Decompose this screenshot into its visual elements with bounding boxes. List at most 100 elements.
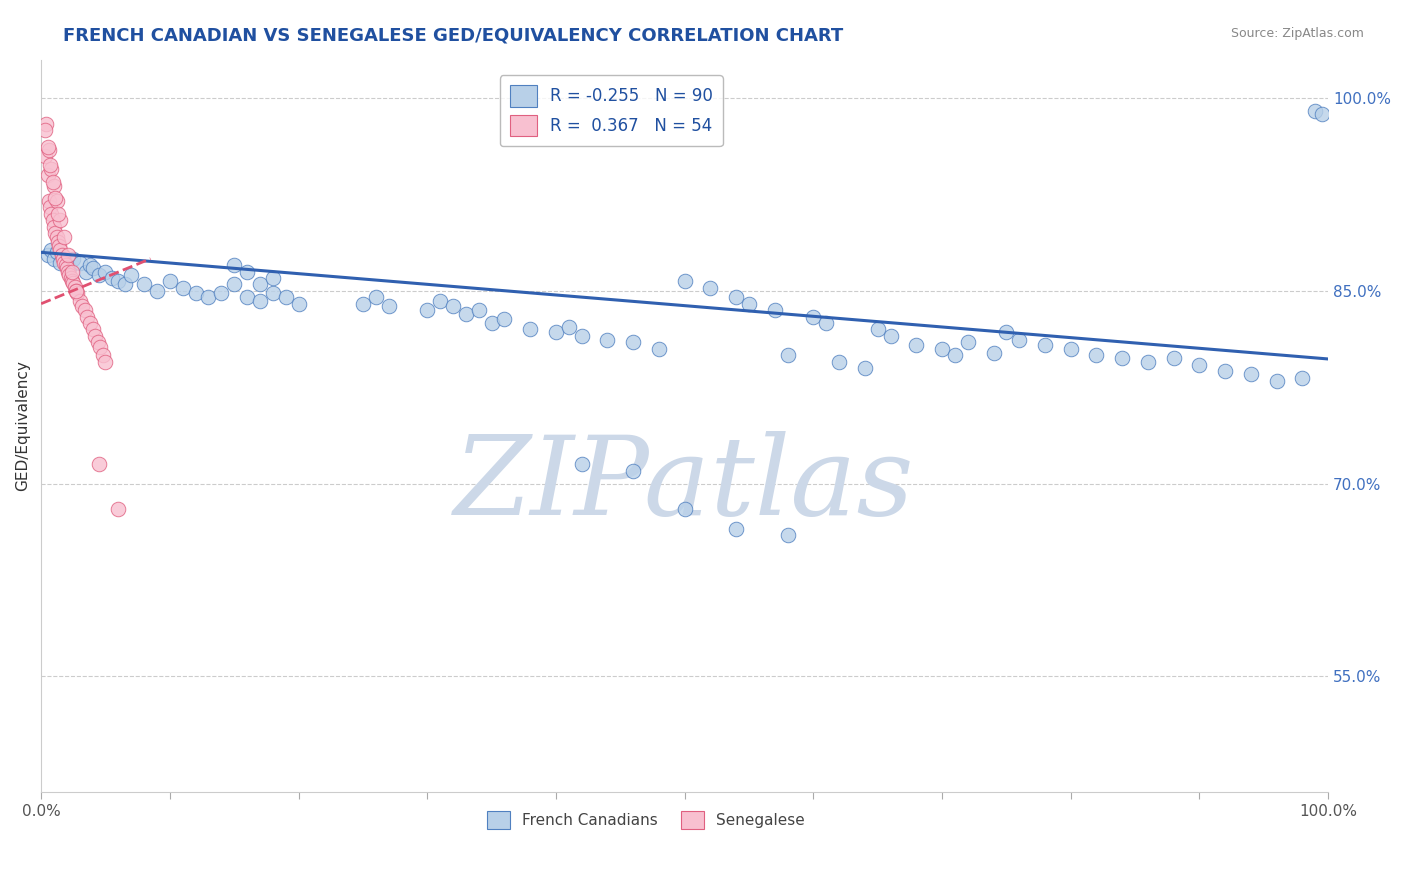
Point [56,260,79,275]
Point [262,286,284,301]
Point [66,286,89,301]
Point [224,258,246,272]
Point [1303,103,1326,118]
Point [1188,359,1211,373]
Point [62,252,84,266]
Point [571,458,593,472]
Point [828,354,851,368]
Point [648,342,671,356]
Point [65,284,87,298]
Point [416,303,439,318]
Point [82,260,104,275]
Point [481,316,503,330]
Point [983,345,1005,359]
Point [1163,351,1185,365]
Point [107,274,129,288]
Point [120,268,142,283]
Point [52,252,75,266]
Point [49,255,72,269]
Point [41,207,63,221]
Point [63,280,86,294]
Point [37,248,59,262]
Point [75,264,97,278]
Point [454,307,477,321]
Point [209,286,232,301]
Text: FRENCH CANADIAN VS SENEGALESE GED/EQUIVALENCY CORRELATION CHART: FRENCH CANADIAN VS SENEGALESE GED/EQUIVA… [63,27,844,45]
Point [55,258,77,272]
Point [262,271,284,285]
Point [65,284,87,298]
Point [621,464,644,478]
Point [53,251,76,265]
Point [37,140,59,154]
Point [377,299,399,313]
Point [94,354,117,368]
Point [274,290,297,304]
Point [53,230,76,244]
Point [1085,348,1108,362]
Point [1033,338,1056,352]
Point [59,271,82,285]
Point [725,290,748,304]
Point [107,502,129,516]
Point [58,268,80,283]
Point [87,335,110,350]
Point [101,271,124,285]
Point [905,338,928,352]
Point [42,252,65,266]
Point [60,274,83,288]
Point [763,303,786,318]
Point [725,522,748,536]
Text: Source: ZipAtlas.com: Source: ZipAtlas.com [1230,27,1364,40]
Point [159,274,181,288]
Point [37,168,59,182]
Point [943,348,966,362]
Point [45,194,67,208]
Point [596,333,619,347]
Point [621,335,644,350]
Point [1291,371,1313,385]
Point [699,281,721,295]
Point [1008,333,1031,347]
Point [364,290,387,304]
Point [558,319,581,334]
Point [76,310,98,324]
Point [58,260,80,275]
Point [441,299,464,313]
Point [56,264,79,278]
Point [544,325,567,339]
Point [73,303,96,318]
Point [931,342,953,356]
Point [45,245,67,260]
Point [41,213,63,227]
Point [494,312,516,326]
Point [49,243,72,257]
Point [91,348,114,362]
Point [519,322,541,336]
Point [94,264,117,278]
Point [853,361,876,376]
Point [69,294,91,309]
Point [62,276,84,290]
Point [673,502,696,516]
Point [1240,368,1263,382]
Point [172,281,194,295]
Point [776,528,799,542]
Point [45,230,67,244]
Point [69,255,91,269]
Point [46,235,69,249]
Point [42,219,65,234]
Point [60,264,83,278]
Point [801,310,824,324]
Point [34,149,56,163]
Point [56,258,79,272]
Point [87,458,110,472]
Point [89,340,111,354]
Point [44,191,66,205]
Point [44,226,66,240]
Legend: French Canadians, Senegalese: French Canadians, Senegalese [481,805,811,836]
Point [35,117,58,131]
Point [53,255,76,269]
Point [87,268,110,283]
Point [39,200,62,214]
